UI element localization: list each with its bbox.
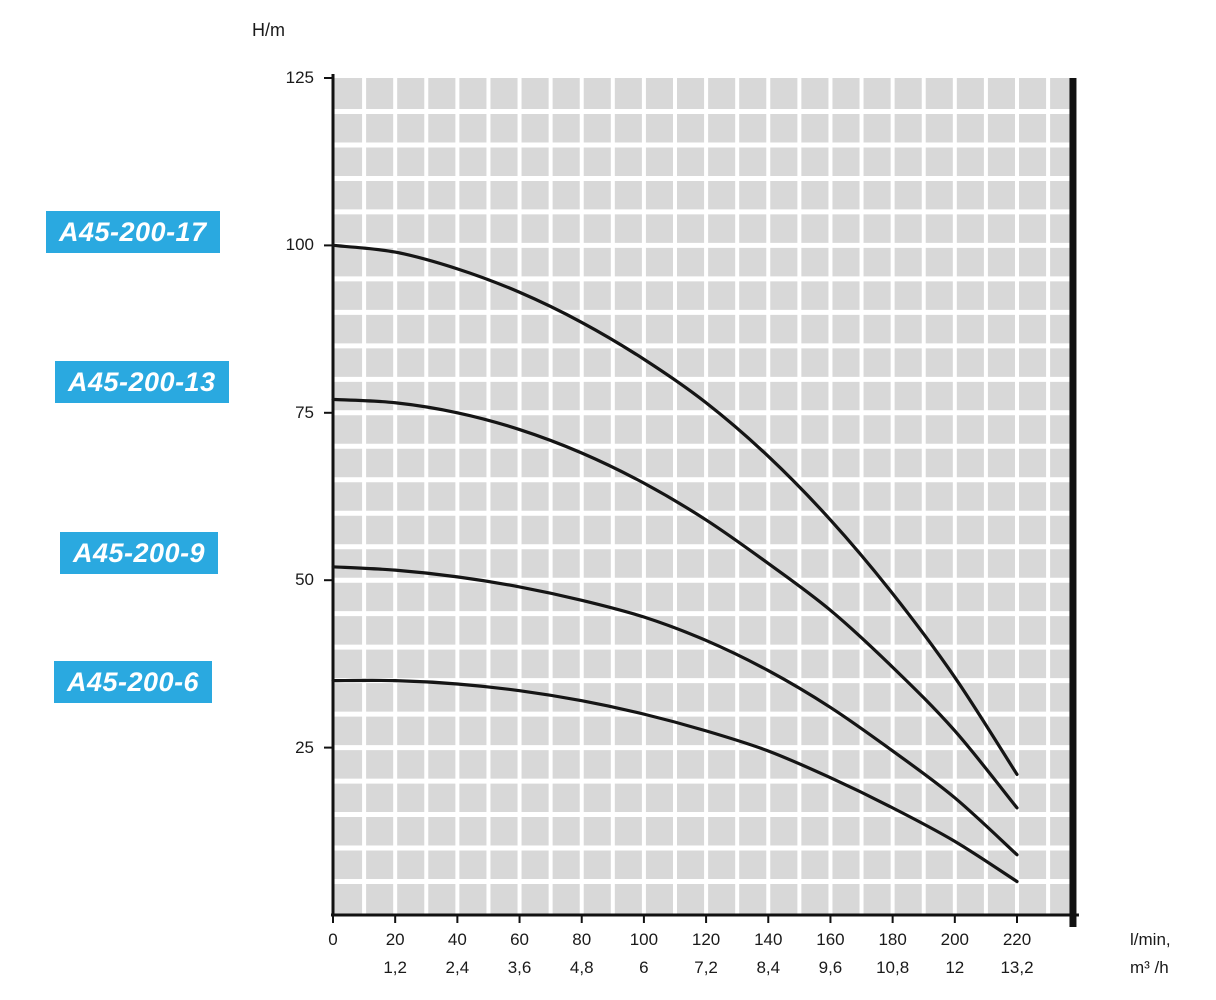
y-axis-unit-label: H/m [252,20,285,40]
curve-A45-200-9 [331,565,1019,857]
series-label-a45-200-13: A45-200-13 [55,361,229,404]
curve-A45-200-17 [331,243,1019,776]
series-label-a45-200-9: A45-200-9 [60,532,219,575]
curve-A45-200-13 [331,397,1019,810]
x-axis-unit-lmin: l/min, [1130,930,1171,949]
series-label-a45-200-17: A45-200-17 [46,211,220,254]
curve-A45-200-6 [331,678,1019,884]
axis-ticks [324,77,1018,923]
x-axis-unit-m3h: m³ /h [1130,958,1169,977]
series-label-a45-200-6: A45-200-6 [54,661,213,704]
